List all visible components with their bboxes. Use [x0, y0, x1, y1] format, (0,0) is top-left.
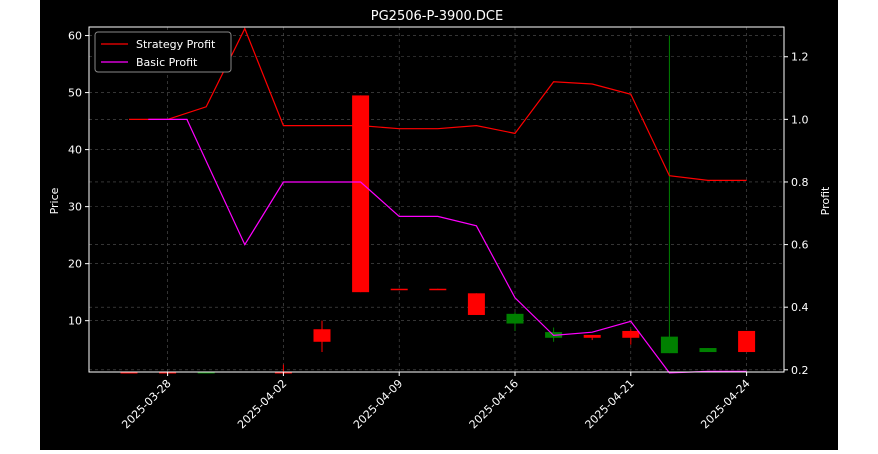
left-tick-label: 20: [68, 258, 82, 271]
candle-body: [429, 288, 447, 291]
candle-body: [390, 288, 408, 291]
chart-figure: PG2506-P-3900.DCE 10 20 30 40 50 60 0.2 0.4 0.6 0…: [40, 0, 838, 450]
candle-body: [699, 348, 717, 353]
x-tick-label: 2025-03-28: [119, 377, 173, 431]
x-tick-label: 2025-04-16: [467, 377, 521, 431]
candle-body: [506, 313, 524, 324]
candle-body: [467, 293, 485, 315]
right-tick-label: 1.0: [791, 113, 809, 126]
profit-lines: [129, 27, 747, 374]
candle-body: [622, 330, 640, 338]
right-tick-label: 0.2: [791, 364, 809, 377]
right-tick-label: 0.8: [791, 176, 809, 189]
plot-frame: [88, 26, 785, 373]
right-tick-label: 0.4: [791, 301, 809, 314]
left-tick-label: 60: [68, 30, 82, 43]
candle-body: [583, 334, 601, 338]
chart-svg: PG2506-P-3900.DCE 10 20 30 40 50 60 0.2 0.4 0.6 0…: [48, 9, 832, 432]
x-tick-label: 2025-04-09: [351, 377, 405, 431]
legend: Strategy Profit Basic Profit: [94, 31, 232, 73]
candle-body: [738, 330, 756, 353]
x-tick-label: 2025-04-02: [235, 377, 289, 431]
candle-body: [660, 336, 678, 354]
candles: [120, 35, 756, 374]
axes: 10 20 30 40 50 60 0.2 0.4 0.6 0.8 1.0 1.2 2025-03-28…: [68, 30, 809, 432]
grid: [89, 27, 784, 372]
strategy-profit-line: [129, 27, 747, 181]
y-axis-label-left: Price: [48, 187, 61, 214]
left-tick-label: 30: [68, 201, 82, 214]
legend-box: [94, 31, 232, 73]
basic-profit-line: [148, 118, 747, 374]
candle-body: [313, 329, 331, 342]
candle-body: [352, 95, 370, 293]
right-tick-label: 0.6: [791, 239, 809, 252]
chart-title: PG2506-P-3900.DCE: [371, 9, 503, 24]
left-tick-label: 40: [68, 144, 82, 157]
y-axis-label-right: Profit: [819, 186, 832, 215]
legend-strategy-label: Strategy Profit: [136, 38, 216, 51]
left-tick-label: 10: [68, 315, 82, 328]
candle-body: [197, 372, 215, 374]
x-tick-label: 2025-04-21: [583, 377, 637, 431]
candle-body: [120, 372, 138, 374]
x-tick-label: 2025-04-24: [698, 377, 752, 431]
legend-basic-label: Basic Profit: [136, 56, 198, 69]
right-tick-label: 1.2: [791, 51, 809, 64]
left-tick-label: 50: [68, 87, 82, 100]
